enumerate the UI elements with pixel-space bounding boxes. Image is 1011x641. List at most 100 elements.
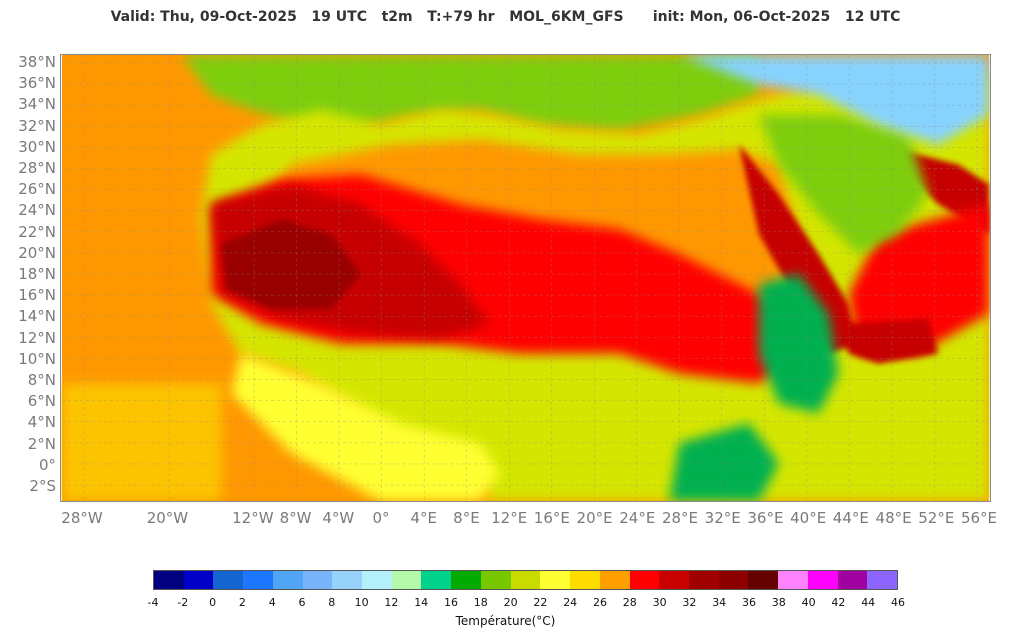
latitude-label: 18°N [18, 265, 56, 283]
iranian-plateau [679, 55, 989, 145]
longitude-label: 44°E [832, 509, 869, 527]
latitude-label: 16°N [18, 286, 56, 305]
longitude-label: 8°W [279, 509, 312, 527]
longitude-label: 28°E [661, 509, 699, 527]
colorbar-tick-label: 36 [742, 596, 756, 609]
colorbar-tick-label: 0 [209, 596, 217, 609]
latitude-label: 30°N [18, 137, 56, 156]
latitude-label: 0° [38, 455, 56, 474]
latitude-label: 32°N [18, 116, 56, 135]
longitude-label: 4°E [410, 509, 437, 527]
latitude-label: 36°N [18, 74, 56, 93]
longitude-label: 32°E [704, 509, 741, 527]
latitude-label: 2°N [27, 434, 56, 453]
colorbar-tick-label: 30 [652, 596, 667, 609]
colorbar-swatch [837, 571, 868, 589]
longitude-label: 0° [372, 509, 390, 527]
colorbar-swatch [302, 571, 333, 589]
longitude-label: 24°E [619, 509, 656, 527]
map-title: Valid: Thu, 09-Oct-2025 19 UTC t2m T:+79… [110, 9, 901, 25]
colorbar-tick-label: 46 [891, 596, 905, 609]
longitude-label: 52°E [918, 509, 955, 527]
latitude-label: 28°N [18, 159, 56, 177]
colorbar-swatch [213, 571, 244, 589]
colorbar-tick-label: 24 [563, 596, 578, 609]
latitude-label: 6°N [27, 392, 56, 411]
extreme-heat-core [221, 219, 361, 309]
colorbar-swatch [421, 571, 452, 589]
horn-heat [838, 318, 939, 364]
red-sea-heat [739, 144, 859, 354]
longitude-label: 16°E [533, 509, 570, 527]
temperature-map [60, 54, 991, 502]
colorbar-tick-label: -2 [177, 596, 189, 609]
colorbar-swatch [570, 571, 600, 589]
colorbar-swatch [183, 571, 214, 589]
latitude-label: 20°N [18, 243, 56, 262]
colorbar-tick-label: 12 [384, 596, 399, 609]
colorbar-tick-label: 20 [503, 596, 518, 609]
colorbar-swatch [451, 571, 481, 589]
colorbar-swatch [807, 571, 838, 589]
colorbar-tick-label: -4 [147, 596, 159, 609]
colorbar-tick-label: 6 [298, 596, 306, 609]
colorbar-tick-label: 16 [444, 596, 458, 609]
colorbar-title: Température(°C) [455, 614, 556, 628]
colorbar-swatch [867, 571, 897, 589]
colorbar-swatch [540, 571, 571, 589]
latitude-label: 14°N [18, 307, 56, 326]
longitude-label: 40°E [790, 509, 827, 527]
longitude-label: 56°E [960, 509, 998, 527]
longitude-label: 8°E [453, 509, 480, 527]
latitude-label: 8°N [27, 371, 56, 389]
longitude-label: 12°E [491, 509, 528, 527]
longitude-label: 20°W [146, 509, 189, 527]
colorbar-tick-label: 44 [861, 596, 876, 609]
colorbar-tick-label: 34 [712, 596, 727, 609]
colorbar-swatch [599, 571, 630, 589]
longitude-label: 12°W [232, 509, 274, 527]
colorbar-tick-label: 10 [354, 596, 369, 609]
latitude-label: 38°N [18, 53, 56, 71]
arabian-mountains [758, 114, 929, 255]
latitude-label: 2°S [29, 477, 56, 495]
colorbar-swatch [243, 571, 273, 589]
ethiopian-highlands [758, 274, 839, 414]
longitude-label: 28°W [61, 509, 103, 527]
colorbar-tick-label: 22 [533, 596, 548, 609]
graticule [62, 55, 989, 501]
colorbar-swatch [510, 571, 541, 589]
colorbar-tick-label: 32 [682, 596, 697, 609]
colorbar-tick-label: 26 [593, 596, 607, 609]
colorbar-tick-label: 4 [268, 596, 276, 609]
latitude-label: 24°N [18, 201, 56, 220]
colorbar-tick-label: 28 [622, 596, 637, 609]
colorbar-tick-label: 38 [771, 596, 786, 609]
colorbar-swatch [778, 571, 808, 589]
latitude-label: 4°N [27, 413, 56, 432]
colorbar-swatch [362, 571, 392, 589]
colorbar-swatch [272, 571, 303, 589]
colorbar-swatch [391, 571, 422, 589]
latitude-label: 12°N [18, 328, 56, 347]
colorbar-swatch [659, 571, 689, 589]
colorbar-tick-label: 18 [473, 596, 488, 609]
colorbar-tick-label: 14 [414, 596, 429, 609]
colorbar-swatch [154, 571, 184, 589]
colorbar-swatch [748, 571, 779, 589]
colorbar-swatch [480, 571, 511, 589]
longitude-label: 4°W [322, 509, 355, 527]
latitude-label: 26°N [18, 180, 56, 199]
temperature-colorbar [153, 570, 898, 590]
colorbar-swatch [688, 571, 719, 589]
colorbar-swatch [718, 571, 749, 589]
longitude-label: 36°E [747, 509, 784, 527]
latitude-label: 10°N [18, 349, 56, 368]
longitude-label: 20°E [576, 509, 613, 527]
colorbar-tick-label: 2 [238, 596, 246, 609]
colorbar-tick-label: 8 [328, 596, 336, 609]
latitude-label: 22°N [18, 222, 56, 241]
latitude-label: 34°N [18, 95, 56, 114]
longitude-label: 48°E [875, 509, 912, 527]
ocean-south-area [62, 383, 222, 501]
